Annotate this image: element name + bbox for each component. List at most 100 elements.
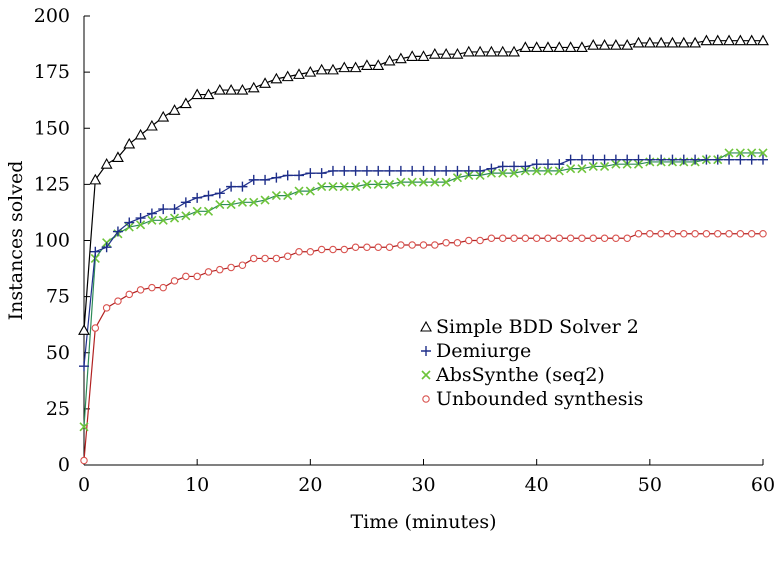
data-point xyxy=(510,234,518,243)
x-tick-label: 20 xyxy=(298,474,322,496)
data-point xyxy=(317,182,327,192)
y-tick-label: 75 xyxy=(46,286,70,308)
data-point xyxy=(102,304,111,312)
data-point xyxy=(452,165,463,176)
data-point xyxy=(462,45,475,57)
data-point xyxy=(281,70,294,82)
data-point xyxy=(530,41,543,52)
data-point xyxy=(453,238,462,247)
data-point xyxy=(689,36,702,48)
series-abssynthe-seq2 xyxy=(79,148,768,432)
data-point xyxy=(428,48,441,59)
data-point xyxy=(463,165,474,176)
data-point xyxy=(193,272,201,281)
data-point xyxy=(237,181,248,192)
data-point xyxy=(146,208,157,219)
data-point xyxy=(135,213,146,224)
data-point xyxy=(598,39,611,50)
data-point xyxy=(295,247,303,256)
data-point xyxy=(758,154,768,165)
series-line xyxy=(83,152,763,427)
data-point xyxy=(420,320,432,332)
data-point xyxy=(227,263,235,272)
data-point xyxy=(191,88,204,100)
data-point xyxy=(465,236,473,245)
data-point xyxy=(182,272,190,281)
data-point xyxy=(497,161,508,172)
data-point xyxy=(327,63,339,75)
data-point xyxy=(544,234,552,243)
data-point xyxy=(339,182,349,192)
data-point xyxy=(553,41,566,52)
data-point xyxy=(634,230,643,238)
data-point xyxy=(668,230,677,238)
data-point xyxy=(226,181,237,192)
data-point xyxy=(578,234,586,243)
data-point xyxy=(542,159,553,170)
data-point xyxy=(632,36,645,48)
data-point xyxy=(554,159,565,170)
data-point xyxy=(294,170,305,181)
data-point xyxy=(90,253,100,264)
data-point xyxy=(498,168,508,178)
data-point xyxy=(691,230,699,238)
data-point xyxy=(169,204,180,215)
data-point xyxy=(519,41,532,52)
data-point xyxy=(735,154,746,165)
data-point xyxy=(612,234,620,243)
data-point xyxy=(431,241,439,249)
data-point xyxy=(305,168,316,179)
data-point xyxy=(430,177,440,187)
data-point xyxy=(678,154,689,165)
data-point xyxy=(339,165,350,176)
data-point xyxy=(394,52,407,64)
data-point xyxy=(306,247,315,256)
data-point xyxy=(587,39,600,50)
y-tick-label: 125 xyxy=(34,173,70,195)
data-point xyxy=(271,191,281,201)
data-point xyxy=(192,206,202,216)
data-point xyxy=(476,236,484,245)
data-point xyxy=(723,34,735,46)
series-demiurge xyxy=(79,154,768,372)
data-point xyxy=(180,197,191,208)
data-point xyxy=(214,188,225,199)
data-point xyxy=(646,230,654,238)
data-point xyxy=(711,34,724,46)
data-point xyxy=(623,234,631,243)
series-simple-bdd-solver-2 xyxy=(78,34,769,335)
data-point xyxy=(554,166,564,176)
data-point xyxy=(202,88,215,100)
data-point xyxy=(101,242,112,253)
data-point xyxy=(327,165,338,176)
data-point xyxy=(724,154,735,165)
data-point xyxy=(487,234,496,243)
data-point xyxy=(747,148,757,158)
data-point xyxy=(79,361,89,372)
data-point xyxy=(609,39,622,50)
legend-label: Unbounded synthesis xyxy=(436,388,643,410)
data-point xyxy=(260,174,271,185)
data-point xyxy=(112,226,123,237)
data-point xyxy=(204,268,213,276)
data-point xyxy=(237,197,247,207)
data-point xyxy=(383,54,396,66)
data-point xyxy=(283,252,292,260)
data-point xyxy=(485,45,498,57)
data-point xyxy=(417,50,430,61)
data-point xyxy=(304,65,317,77)
data-point xyxy=(238,261,247,269)
data-point xyxy=(701,154,712,165)
data-point xyxy=(80,456,88,465)
data-point xyxy=(509,168,519,178)
data-point xyxy=(422,395,430,403)
legend-label: AbsSynthe (seq2) xyxy=(435,364,605,386)
data-point xyxy=(270,72,283,84)
data-point xyxy=(577,164,587,174)
data-point xyxy=(260,195,270,205)
data-point xyxy=(89,173,102,185)
data-point xyxy=(373,165,384,176)
legend-label: Simple BDD Solver 2 xyxy=(436,316,639,338)
